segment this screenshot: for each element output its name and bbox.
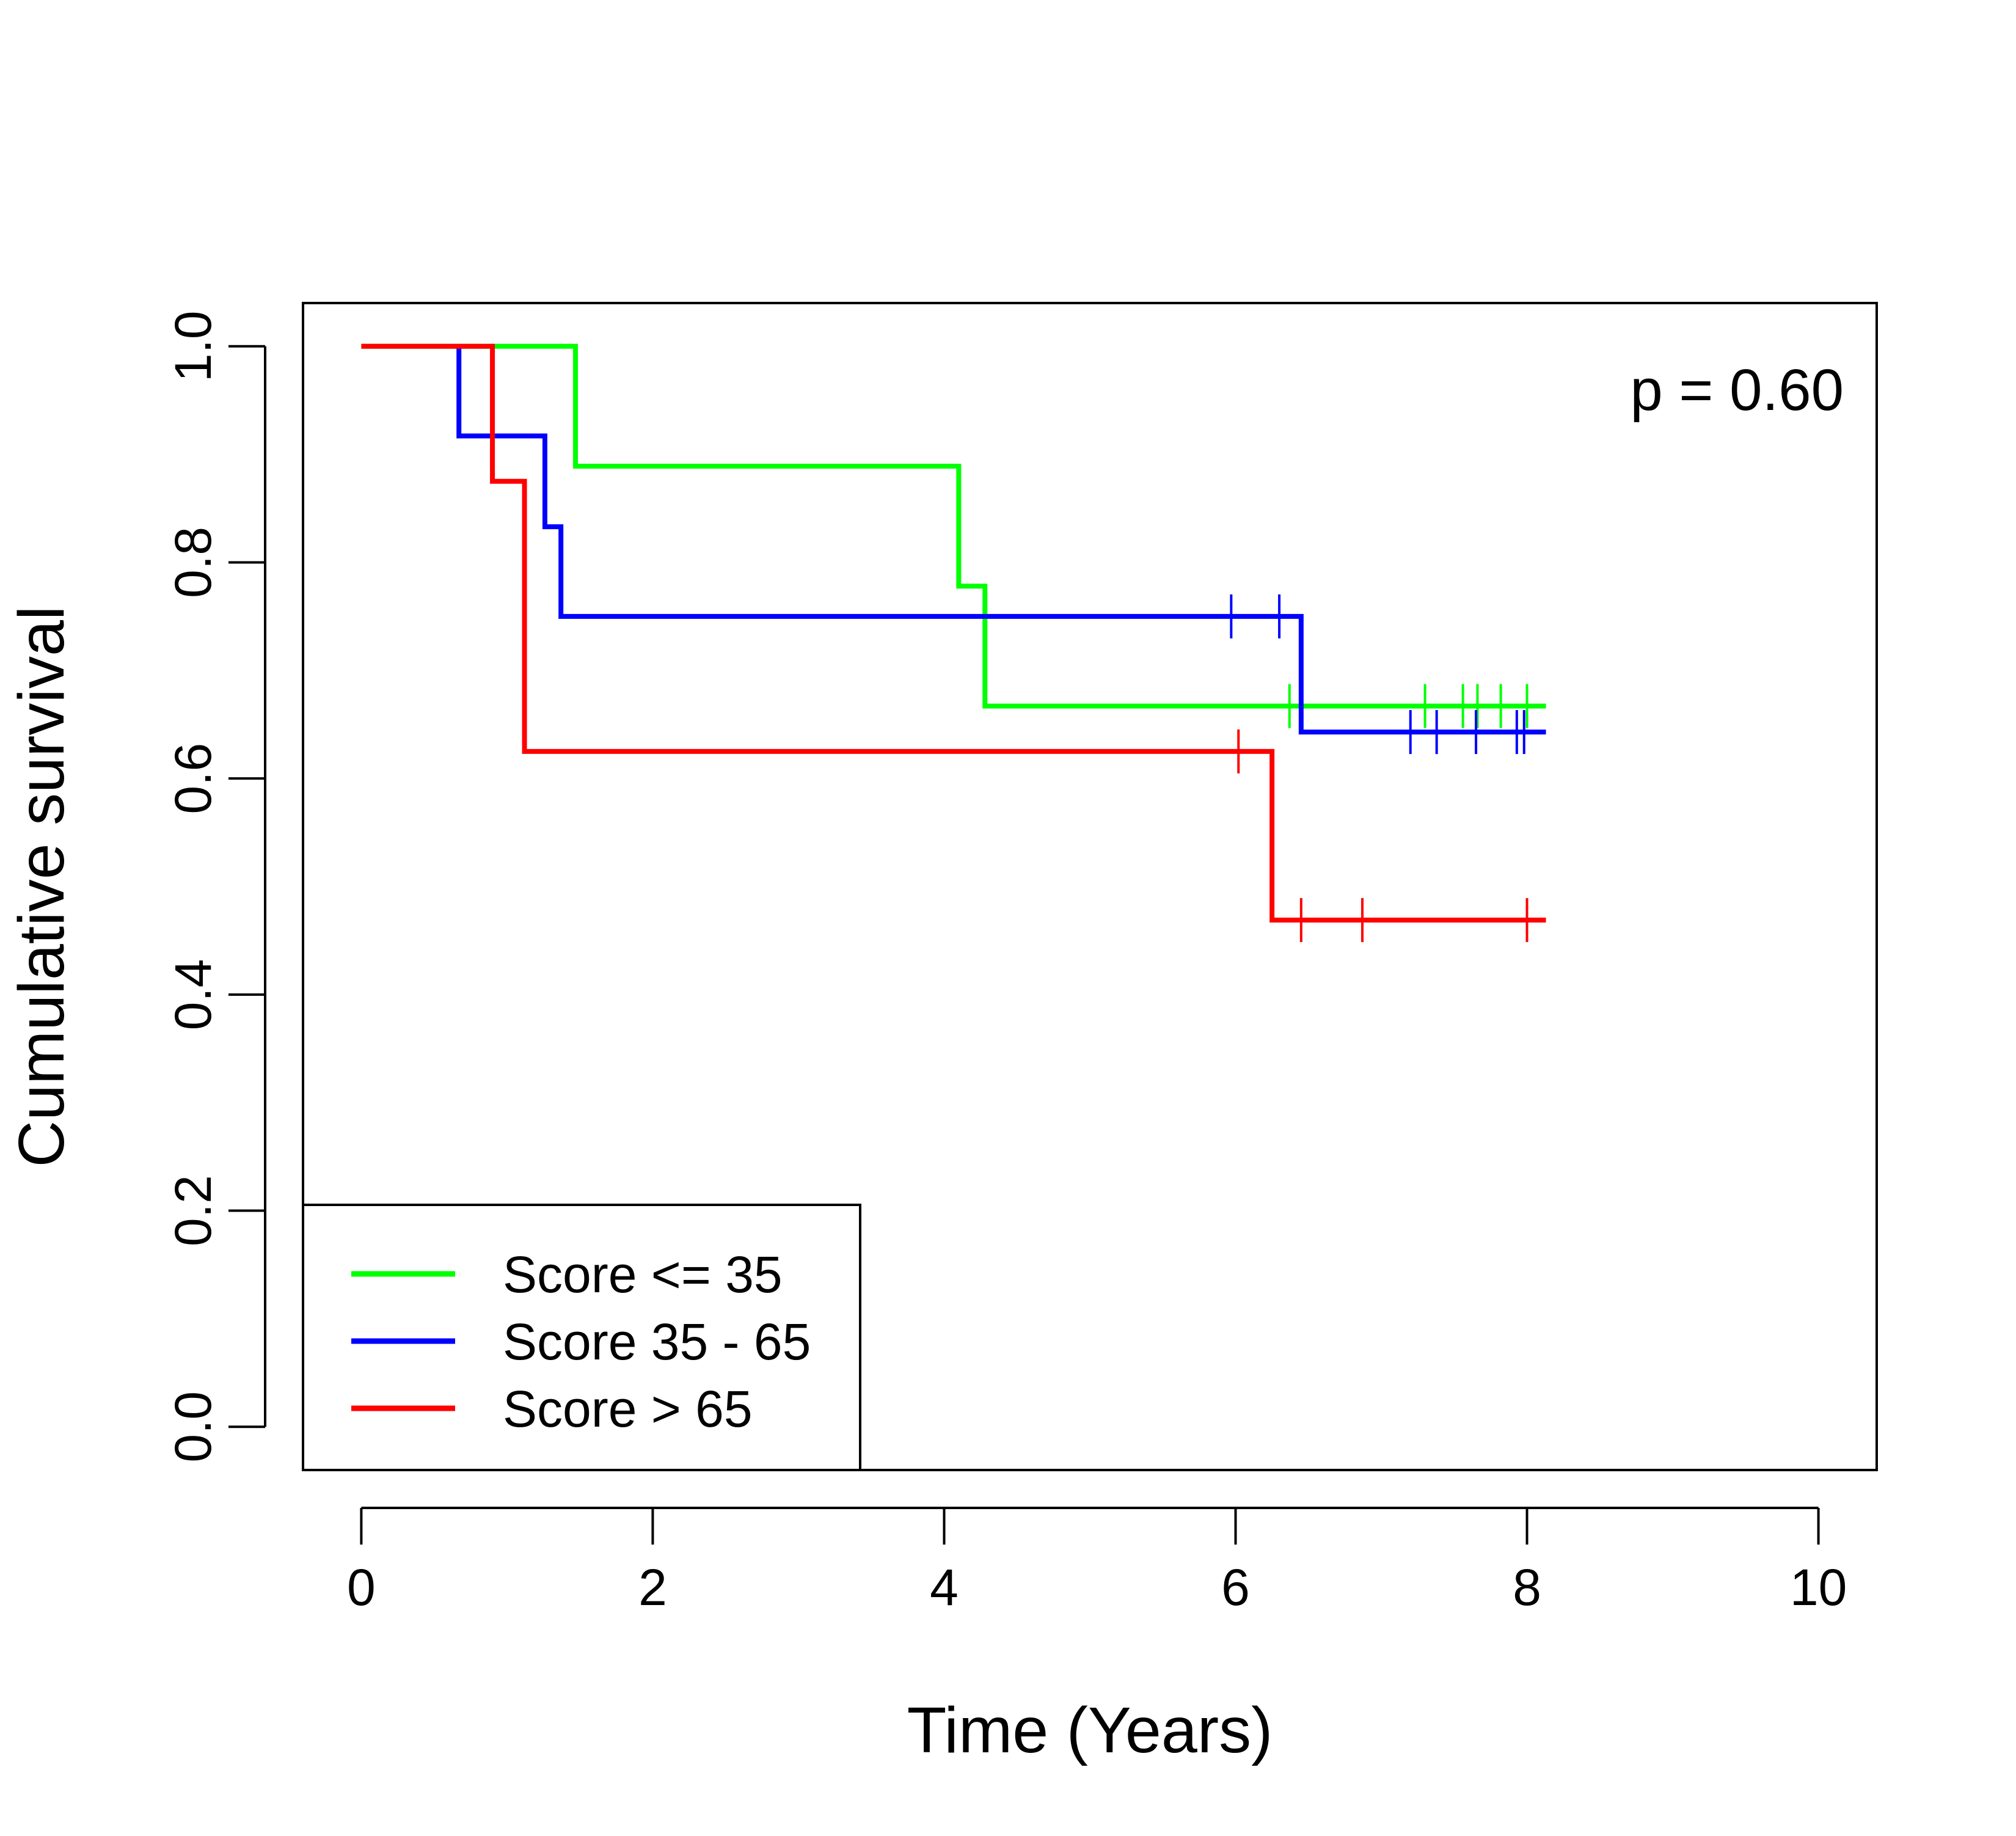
legend-label: Score 35 - 65 xyxy=(503,1313,811,1370)
y-tick-label: 1.0 xyxy=(164,310,222,382)
legend-label: Score <= 35 xyxy=(503,1246,783,1303)
x-axis: 0 2 4 6 8 10 xyxy=(347,1507,1847,1616)
x-tick-label: 0 xyxy=(347,1559,376,1616)
y-tick-label: 0.4 xyxy=(164,959,222,1030)
x-tick-label: 6 xyxy=(1221,1559,1250,1616)
series-2 xyxy=(456,346,1546,755)
x-tick-label: 8 xyxy=(1513,1559,1541,1616)
y-tick-label: 0.2 xyxy=(164,1175,222,1246)
legend: Score <= 35 Score 35 - 65 Score > 65 xyxy=(302,1204,861,1471)
series-1 xyxy=(361,343,1546,728)
series-3 xyxy=(361,343,1546,942)
y-axis: 0.0 0.2 0.4 0.6 0.8 1.0 xyxy=(164,310,266,1463)
survival-curve xyxy=(361,343,1546,923)
x-tick-label: 10 xyxy=(1790,1559,1847,1616)
p-value-annotation: p = 0.60 xyxy=(1630,357,1844,423)
legend-box xyxy=(302,1204,861,1471)
x-tick-label: 4 xyxy=(930,1559,959,1616)
y-tick-label: 0.0 xyxy=(164,1391,222,1463)
x-tick-label: 2 xyxy=(638,1559,667,1616)
legend-label: Score > 65 xyxy=(503,1380,753,1438)
y-tick-label: 0.6 xyxy=(164,743,222,814)
y-axis-title: Cumulative survival xyxy=(5,606,78,1168)
plot-frame xyxy=(302,302,1878,1471)
x-axis-title: Time (Years) xyxy=(907,1694,1273,1766)
survival-curve xyxy=(456,346,1546,735)
y-tick-label: 0.8 xyxy=(164,527,222,598)
survival-curve xyxy=(361,343,1546,709)
